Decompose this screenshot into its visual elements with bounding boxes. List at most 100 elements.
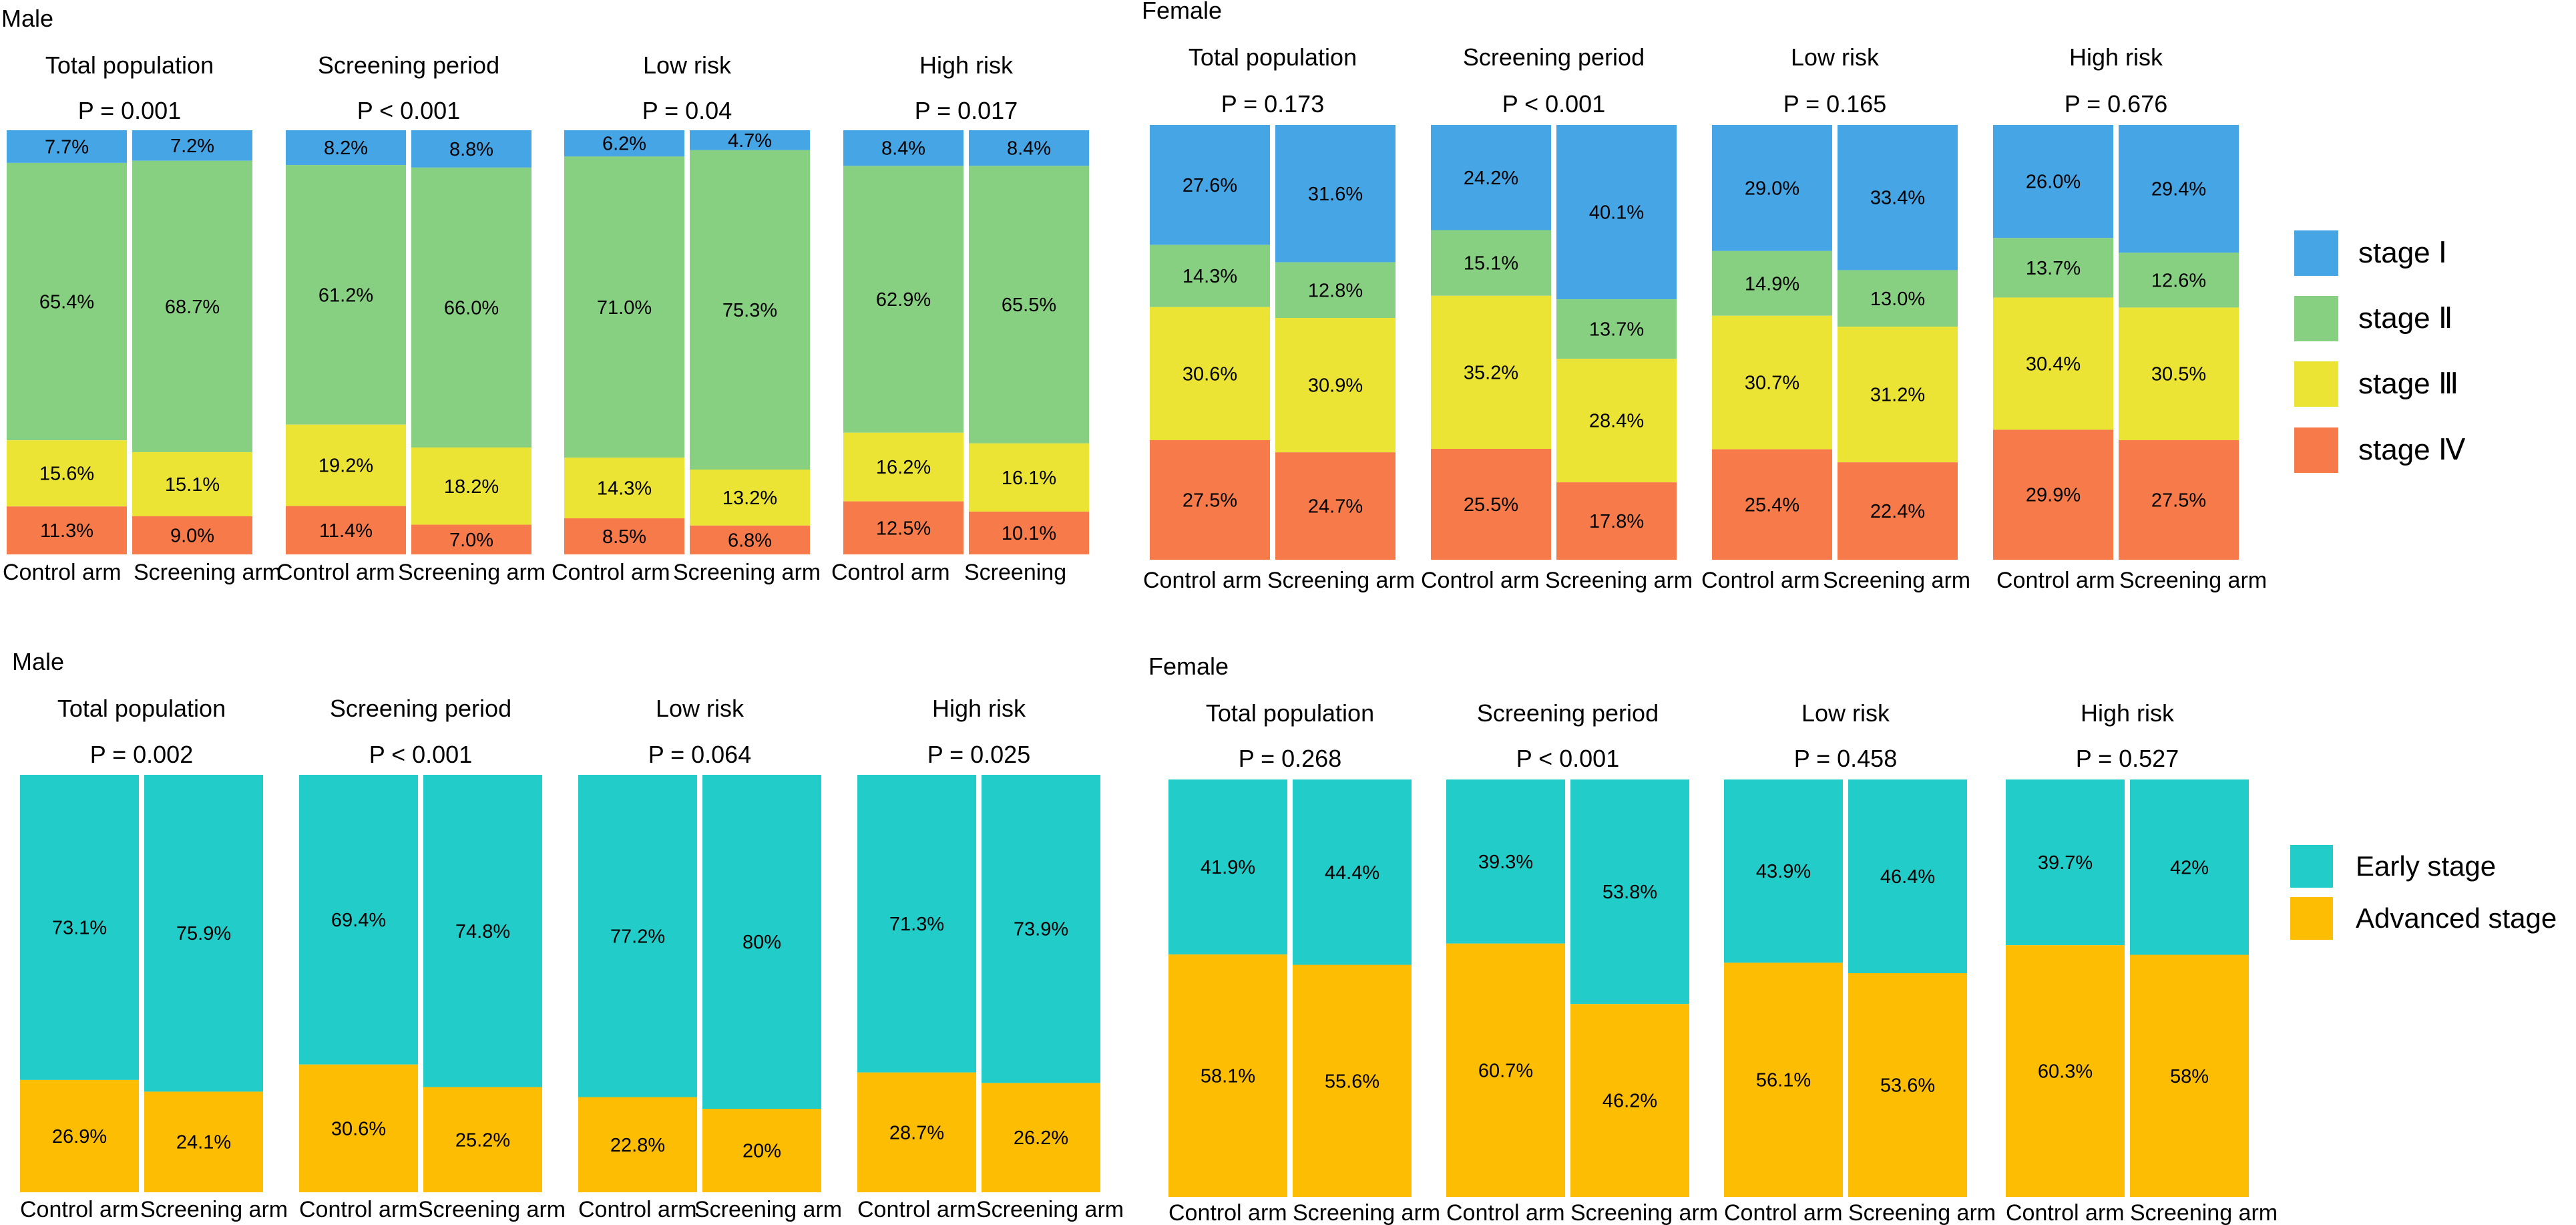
legend-label: stage Ⅰ <box>2358 236 2447 269</box>
bar-segment <box>702 1109 821 1192</box>
bar-segment <box>2119 125 2239 253</box>
category-label: Screening arm <box>1848 1200 1996 1225</box>
data-label: 31.6% <box>1308 184 1363 205</box>
bar-segment <box>1838 270 1958 327</box>
panel-title: Low risk <box>643 51 732 79</box>
category-label: Control arm <box>552 560 670 585</box>
data-label: 68.7% <box>165 297 220 318</box>
legend-label: stage Ⅱ <box>2358 302 2453 335</box>
bar-segment <box>1556 359 1677 483</box>
data-label: 29.4% <box>2151 179 2206 200</box>
data-label: 22.8% <box>610 1135 665 1156</box>
data-label: 12.8% <box>1308 280 1363 301</box>
bar-segment <box>1446 779 1565 944</box>
legend-label: stage Ⅳ <box>2358 433 2466 466</box>
category-label: Control arm <box>20 1197 139 1222</box>
bar-segment <box>7 162 127 441</box>
bar-segment <box>1150 440 1270 560</box>
data-label: 27.6% <box>1183 175 1237 196</box>
panel-title: High risk <box>932 695 1026 722</box>
panel-title: Low risk <box>656 695 744 722</box>
bar-segment <box>144 775 263 1092</box>
bar-segment <box>1150 307 1270 440</box>
data-label: 16.2% <box>876 457 931 478</box>
bar-segment <box>1838 125 1958 271</box>
data-label: 11.4% <box>319 520 373 542</box>
data-label: 75.3% <box>722 300 777 321</box>
bar-segment <box>857 1072 976 1193</box>
p-value: P = 0.001 <box>78 97 181 124</box>
bar-segment <box>1150 125 1270 245</box>
bar-segment <box>564 130 684 157</box>
bar-segment <box>2119 307 2239 440</box>
data-label: 18.2% <box>444 476 499 498</box>
bar-segment <box>286 130 406 166</box>
p-value: P < 0.001 <box>1516 745 1619 772</box>
category-label: Control arm <box>1701 568 1820 593</box>
category-label: Screening arm <box>673 560 821 585</box>
legend-swatch <box>2290 897 2333 940</box>
bar-segment <box>1570 1004 1689 1197</box>
p-value: P = 0.165 <box>1783 90 1886 118</box>
bar-segment <box>132 130 252 161</box>
data-label: 25.5% <box>1464 494 1518 516</box>
bar-segment <box>2006 779 2125 946</box>
bar-segment <box>1570 779 1689 1005</box>
category-label: Screening arm <box>134 560 281 585</box>
category-label: Screening arm <box>2119 568 2267 593</box>
data-label: 15.6% <box>39 464 94 485</box>
panel-4: High risk P = 0.527 39.7% 60.3% Control arm 4… <box>2006 699 2278 1225</box>
bar-segment <box>969 443 1089 512</box>
panel-title: Total population <box>1206 699 1374 727</box>
bar-segment <box>1275 125 1396 262</box>
panel-2: Screening period P < 0.001 24.2% 15.1% 35.2%… <box>1421 43 1693 593</box>
bar-segment <box>1848 779 1967 973</box>
bar-segment <box>1168 954 1287 1198</box>
data-label: 28.7% <box>889 1122 944 1144</box>
bar-segment <box>411 524 531 554</box>
p-value: P = 0.173 <box>1221 90 1324 118</box>
p-value: P = 0.268 <box>1239 745 1341 772</box>
data-label: 35.2% <box>1464 362 1518 383</box>
category-label: Control arm <box>1996 568 2115 593</box>
category-label: Control arm <box>831 560 950 585</box>
data-label: 75.9% <box>176 923 231 944</box>
legend-label: Advanced stage <box>2356 902 2557 934</box>
panel-4: High risk P = 0.676 26.0% 13.7% 30.4% 29.9% Co… <box>1993 43 2267 593</box>
data-label: 24.2% <box>1464 168 1518 189</box>
category-label: Screening arm <box>418 1197 566 1222</box>
data-label: 60.7% <box>1478 1060 1533 1081</box>
bar-segment <box>1431 295 1551 449</box>
bar-segment <box>843 166 963 433</box>
panel-4: High risk P = 0.025 71.3% 28.7% Control arm 7… <box>857 695 1124 1222</box>
chart-block-4: Female Total population P = 0.268 41.9% 58.1… <box>1148 653 2278 1225</box>
data-label: 46.2% <box>1602 1091 1657 1112</box>
data-label: 58% <box>2170 1066 2209 1087</box>
bar-segment <box>1838 462 1958 560</box>
category-label: Screening arm <box>140 1197 288 1222</box>
data-label: 25.2% <box>455 1129 510 1151</box>
bar-segment <box>843 130 963 166</box>
section-label: Female <box>1142 0 1222 24</box>
category-label: Screening arm <box>398 560 546 585</box>
panel-title: Low risk <box>1801 699 1890 727</box>
data-label: 65.5% <box>1002 295 1056 316</box>
panel-title: Total population <box>45 51 214 79</box>
bar-segment <box>1275 262 1396 319</box>
bar-segment <box>564 518 684 555</box>
bar-segment <box>982 1083 1100 1192</box>
category-label: Screening arm <box>976 1197 1124 1222</box>
data-label: 29.0% <box>1745 178 1799 199</box>
bar-segment <box>1446 943 1565 1198</box>
bar-segment <box>1431 449 1551 560</box>
bar-segment <box>1712 125 1832 251</box>
bar-segment <box>564 458 684 519</box>
data-label: 17.8% <box>1589 511 1644 532</box>
data-label: 71.3% <box>889 914 944 935</box>
data-label: 6.2% <box>602 134 646 155</box>
bar-segment <box>1168 779 1287 954</box>
data-label: 30.7% <box>1745 373 1799 394</box>
bar-segment <box>578 775 697 1097</box>
bar-segment <box>286 165 406 425</box>
bar-segment <box>982 775 1100 1083</box>
